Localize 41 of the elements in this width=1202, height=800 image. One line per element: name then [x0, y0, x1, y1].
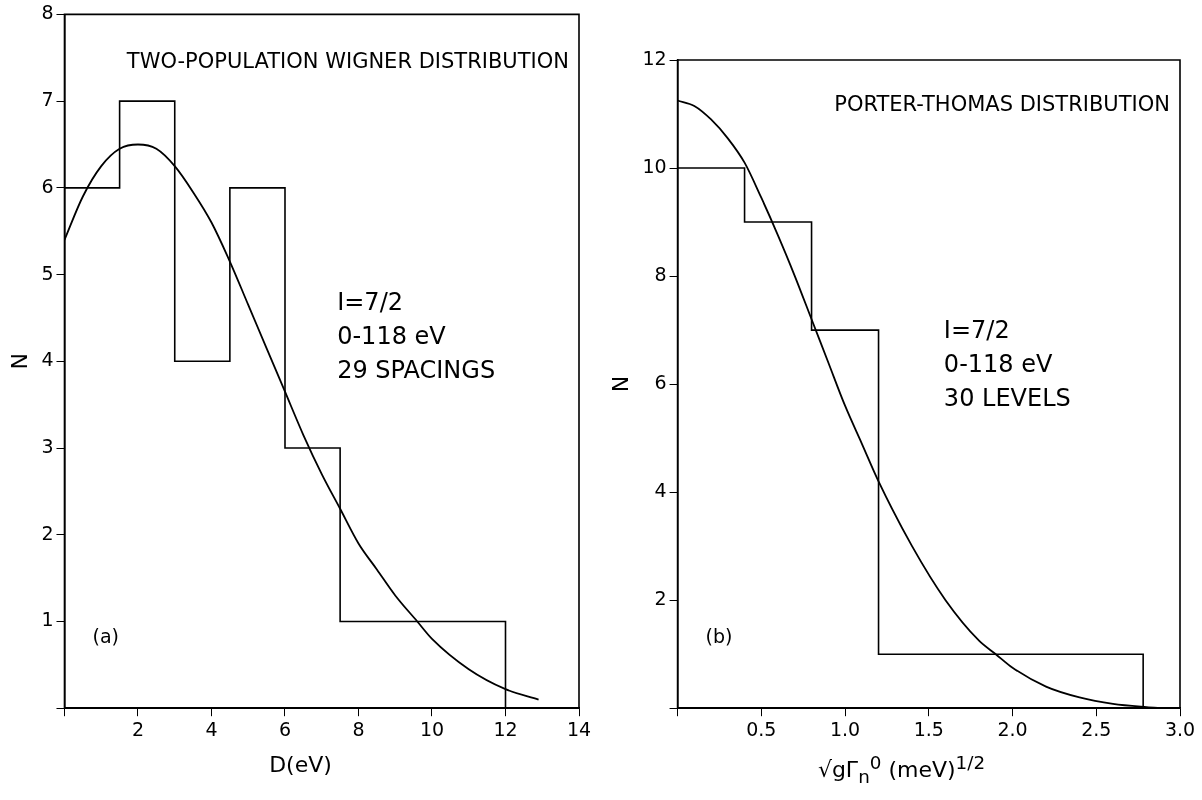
x-tick-label: 14 — [566, 717, 592, 740]
annotation: 0-118 eV — [337, 322, 447, 351]
x-tick-label: 2 — [131, 717, 145, 740]
y-tick-label: 6 — [654, 371, 667, 394]
y-tick-label: 4 — [41, 348, 54, 371]
y-axis-title: N — [607, 375, 633, 393]
y-tick-label: 6 — [41, 174, 54, 197]
y-tick-label: 7 — [41, 88, 54, 111]
y-tick-label: 1 — [41, 608, 54, 631]
text: PORTER-THOMAS DISTRIBUTION — [834, 91, 1170, 116]
annotation: I=7/2 — [337, 288, 403, 317]
y-tick-label: 8 — [654, 263, 667, 285]
text: TWO-POPULATION WIGNER DISTRIBUTION — [125, 49, 569, 74]
x-tick-label: 10 — [419, 717, 445, 740]
y-tick-label: 10 — [642, 154, 667, 177]
annotation: I=7/2 — [943, 315, 1010, 344]
x-tick-label: 1.0 — [829, 717, 861, 740]
y-tick-label: 8 — [41, 1, 54, 24]
x-tick-label: 4 — [205, 717, 218, 740]
x-tick-label: 2.0 — [997, 717, 1028, 740]
x-axis-title: D(eV) — [268, 752, 333, 777]
y-tick-label: 2 — [654, 587, 667, 610]
x-tick-label: 3.0 — [1164, 717, 1196, 740]
annotation: 29 SPACINGS — [337, 356, 496, 385]
x-axis-title: √gΓ$_{n}$$^{0}$ (meV)$^{1/2}$ — [816, 752, 987, 787]
x-tick-label: 0.5 — [746, 717, 777, 740]
y-tick-label: 4 — [654, 479, 667, 502]
annotation: 0-118 eV — [943, 349, 1053, 378]
y-tick-label: 12 — [642, 46, 667, 69]
x-tick-label: 8 — [352, 717, 365, 740]
y-tick-label: 5 — [41, 261, 54, 284]
x-tick-label: 12 — [493, 717, 518, 740]
y-axis-title: N — [6, 353, 32, 370]
x-tick-label: 6 — [278, 717, 292, 740]
x-tick-label: 2.5 — [1081, 717, 1112, 740]
x-tick-label: 1.5 — [913, 717, 944, 740]
y-tick-label: 3 — [41, 434, 54, 457]
y-tick-label: 2 — [41, 521, 54, 544]
annotation: (a) — [92, 624, 119, 647]
annotation: (b) — [705, 624, 733, 647]
annotation: 30 LEVELS — [943, 383, 1071, 412]
